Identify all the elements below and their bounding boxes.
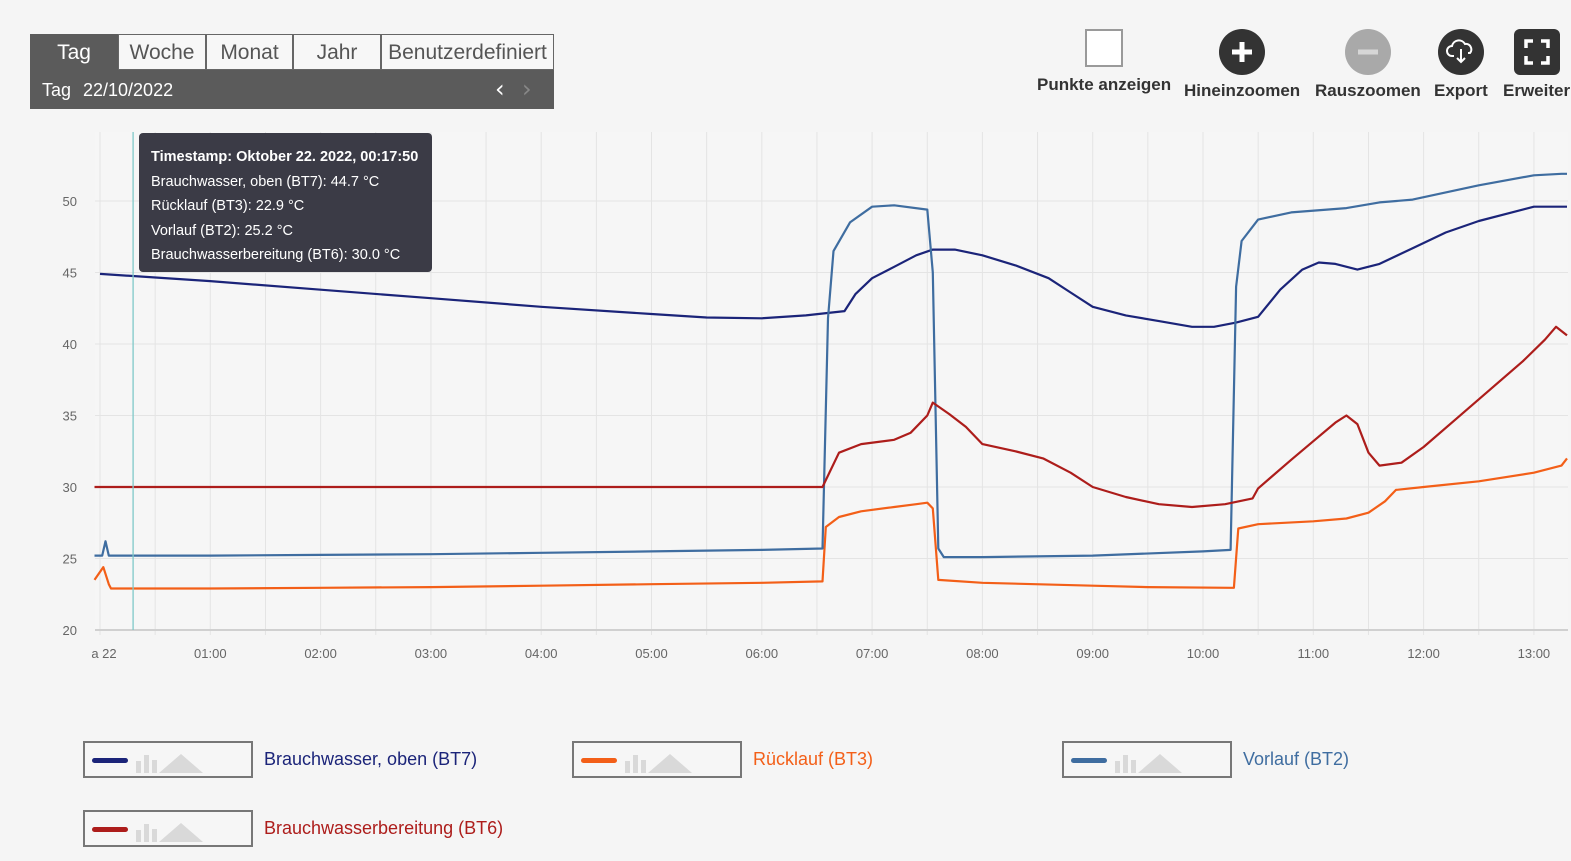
- series-line-3: [94, 172, 1567, 559]
- legend-swatch: [581, 758, 617, 763]
- date-value: 22/10/2022: [83, 80, 174, 100]
- tab-jahr[interactable]: Jahr: [293, 34, 381, 70]
- expand-button[interactable]: Erweiter: [1503, 29, 1570, 101]
- series-line-4: [94, 325, 1568, 509]
- fullscreen-icon: [1513, 29, 1560, 75]
- cloud-download-icon: [1437, 29, 1484, 75]
- legend-label: Vorlauf (BT2): [1243, 749, 1350, 769]
- legend-swatch: [92, 758, 128, 763]
- x-tick-label: 03:00: [415, 646, 448, 661]
- chart-type-icon: [136, 823, 203, 842]
- x-axis: a 22 01:00 02:00 03:00 04:00 05:00 06:00 07:00 0…: [91, 646, 1550, 661]
- export-label: Export: [1434, 81, 1488, 100]
- date-row: Tag 22/10/2022 ‹ ›: [30, 70, 554, 109]
- plus-icon: [1219, 29, 1266, 75]
- x-tick-label: 11:00: [1298, 646, 1330, 661]
- x-tick-label: 05:00: [635, 646, 668, 661]
- chevron-right-icon[interactable]: ›: [522, 75, 532, 103]
- y-axis: 20 25 30 35 40 45 50: [63, 194, 77, 638]
- x-tick-label: 01:00: [194, 646, 227, 661]
- chart-type-icon: [625, 754, 692, 773]
- chart-series: [93, 172, 1568, 590]
- tooltip-line: Brauchwasserbereitung (BT6): 30.0 °C: [151, 247, 401, 263]
- zoom-in-label: Hineinzoomen: [1184, 81, 1301, 100]
- legend-swatch: [92, 827, 128, 832]
- show-points-toggle[interactable]: Punkte anzeigen: [1037, 29, 1171, 95]
- tab-monat[interactable]: Monat: [206, 34, 293, 70]
- zoom-in-button[interactable]: Hineinzoomen: [1184, 29, 1300, 101]
- tooltip-line: Brauchwasser, oben (BT7): 44.7 °C: [151, 173, 380, 190]
- zoom-out-button[interactable]: Rauszoomen: [1315, 29, 1421, 101]
- x-tick-label: a 22: [91, 646, 116, 661]
- legend-item-bt7[interactable]: Brauchwasser, oben (BT7): [83, 741, 477, 778]
- minus-icon: [1344, 29, 1391, 75]
- zoom-out-label: Rauszoomen: [1315, 81, 1421, 100]
- legend-toggle[interactable]: [83, 810, 253, 847]
- legend-toggle[interactable]: [572, 741, 742, 778]
- tooltip-line: Vorlauf (BT2): 25.2 °C: [151, 222, 293, 239]
- legend-swatch: [1071, 758, 1107, 763]
- chart-type-icon: [136, 754, 203, 773]
- period-selector: Tag Woche Monat Jahr Benutzerdefiniert T…: [30, 34, 554, 109]
- y-tick-label: 45: [63, 266, 77, 281]
- chart-tooltip: Timestamp: Oktober 22. 2022, 00:17:50 Br…: [139, 133, 432, 272]
- legend-label: Brauchwasser, oben (BT7): [264, 749, 478, 769]
- x-tick-label: 02:00: [304, 646, 337, 661]
- period-tabs: Tag Woche Monat Jahr Benutzerdefiniert: [30, 34, 554, 70]
- show-points-label: Punkte anzeigen: [1037, 75, 1172, 94]
- legend-toggle[interactable]: [1062, 741, 1232, 778]
- x-tick-label: 12:00: [1407, 646, 1440, 661]
- checkbox-icon[interactable]: [1085, 29, 1124, 67]
- legend-label: Brauchwasserbereitung (BT6): [264, 818, 504, 838]
- tab-benutzerdefiniert[interactable]: Benutzerdefiniert: [381, 34, 554, 70]
- tab-tag[interactable]: Tag: [30, 34, 118, 70]
- x-tick-label: 13:00: [1518, 646, 1551, 661]
- x-tick-label: 04:00: [525, 646, 558, 661]
- tab-woche[interactable]: Woche: [118, 34, 206, 70]
- expand-label: Erweiter: [1503, 81, 1571, 100]
- legend-item-bt3[interactable]: Rücklauf (BT3): [572, 741, 873, 778]
- x-tick-label: 06:00: [746, 646, 779, 661]
- x-tick-label: 10:00: [1187, 646, 1220, 661]
- x-tick-label: 08:00: [966, 646, 999, 661]
- y-tick-label: 50: [63, 194, 77, 209]
- tooltip-line: Rücklauf (BT3): 22.9 °C: [151, 198, 305, 214]
- chevron-left-icon[interactable]: ‹: [495, 75, 505, 103]
- chart-type-icon: [1115, 754, 1182, 773]
- legend-item-bt2[interactable]: Vorlauf (BT2): [1062, 741, 1349, 778]
- y-tick-label: 40: [63, 337, 77, 352]
- date-label: Tag: [42, 80, 72, 100]
- y-tick-label: 30: [63, 480, 77, 495]
- series-line-2: [93, 457, 1568, 590]
- legend-toggle[interactable]: [83, 741, 253, 778]
- legend-item-bt6[interactable]: Brauchwasserbereitung (BT6): [83, 810, 503, 847]
- y-tick-label: 35: [63, 409, 77, 424]
- y-tick-label: 20: [63, 623, 77, 638]
- export-button[interactable]: Export: [1434, 29, 1488, 101]
- legend-label: Rücklauf (BT3): [753, 749, 874, 769]
- x-tick-label: 07:00: [856, 646, 889, 661]
- x-tick-label: 09:00: [1076, 646, 1109, 661]
- y-tick-label: 25: [63, 552, 77, 567]
- tooltip-title: Timestamp: Oktober 22. 2022, 00:17:50: [151, 149, 419, 165]
- series-line-1: [99, 205, 1567, 328]
